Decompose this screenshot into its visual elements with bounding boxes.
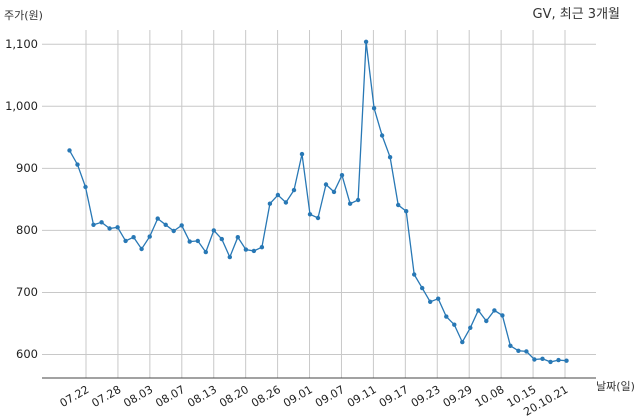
grid-lines [42, 30, 596, 378]
x-tick-label: 09.07 [313, 383, 347, 410]
price-point [355, 197, 361, 203]
price-point [99, 220, 104, 225]
price-point [115, 225, 120, 230]
price-point [179, 223, 184, 228]
y-tick-label: 900 [16, 161, 38, 175]
price-point [195, 238, 200, 244]
price-point [396, 202, 401, 208]
price-point [387, 155, 393, 160]
x-tick-label: 09.23 [409, 383, 443, 410]
x-tick-label: 07.22 [58, 383, 92, 410]
price-point [267, 201, 273, 206]
price-point [444, 314, 449, 319]
price-point [331, 189, 337, 195]
price-point [203, 249, 208, 255]
x-tick-label: 07.28 [90, 383, 124, 410]
price-point [139, 246, 144, 252]
x-tick-label: 08.26 [249, 383, 283, 410]
price-point [436, 296, 441, 301]
price-point [347, 201, 353, 206]
price-point [291, 187, 297, 193]
y-tick-label: 800 [16, 223, 38, 237]
price-point [83, 184, 88, 190]
x-tick-label: 08.03 [121, 383, 155, 410]
price-point [484, 318, 489, 324]
price-point [107, 226, 112, 231]
price-point [163, 222, 168, 227]
price-point [412, 272, 417, 277]
y-tick-label: 1,000 [5, 99, 38, 113]
y-axis-label: 주가(원) [4, 9, 43, 22]
x-tick-label: 08.13 [185, 383, 219, 410]
price-point [211, 228, 216, 233]
price-point [259, 245, 265, 250]
price-point [67, 148, 72, 153]
price-point [299, 151, 305, 157]
price-point [476, 308, 481, 313]
price-point [219, 236, 224, 242]
price-point [91, 222, 96, 227]
price-point [155, 216, 160, 221]
price-point [532, 357, 537, 362]
x-tick-label: 09.11 [345, 383, 379, 410]
price-point [516, 348, 521, 353]
price-series [67, 39, 569, 365]
x-tick-label: 09.01 [281, 383, 315, 410]
price-point [452, 322, 457, 327]
price-point [235, 235, 240, 240]
price-point [556, 357, 561, 363]
y-tick-label: 600 [16, 347, 38, 361]
price-point [323, 182, 329, 187]
price-point [548, 359, 553, 365]
price-point [307, 212, 313, 217]
x-tick-label: 08.07 [153, 383, 187, 410]
price-point [123, 238, 128, 244]
y-tick-label: 700 [16, 285, 38, 299]
price-point [420, 285, 425, 291]
price-point [564, 358, 569, 363]
price-point [171, 228, 176, 234]
price-point [251, 248, 257, 254]
price-line [68, 41, 567, 363]
y-tick-labels: 600 700 800 900 1,000 1,100 [5, 37, 38, 361]
x-tick-label: 09.29 [441, 383, 475, 410]
price-point [404, 209, 409, 214]
x-tick-label: 10.08 [473, 383, 507, 410]
price-point [339, 173, 345, 178]
price-point [75, 162, 80, 167]
price-point [275, 192, 281, 198]
price-point [468, 325, 473, 330]
price-point [492, 308, 497, 313]
x-tick-labels: 07.2207.2808.0308.0708.1308.2008.2609.01… [58, 383, 571, 419]
y-tick-label: 1,100 [5, 37, 38, 51]
price-point [379, 133, 385, 138]
price-point [147, 234, 152, 239]
price-point [371, 106, 377, 111]
price-point [187, 239, 192, 244]
price-point [131, 235, 136, 240]
price-point [540, 356, 545, 361]
x-tick-label: 08.20 [217, 383, 251, 410]
price-point [315, 215, 321, 221]
price-point [243, 247, 249, 252]
price-point [508, 343, 513, 348]
price-point [524, 349, 529, 354]
price-point [428, 299, 433, 304]
price-point [460, 339, 465, 345]
price-point [500, 313, 505, 318]
x-tick-label: 09.17 [377, 383, 411, 410]
price-point [363, 39, 369, 44]
chart-title: GV, 최근 3개월 [533, 7, 620, 22]
price-point [283, 200, 289, 205]
price-point [227, 254, 232, 260]
x-axis-label: 날짜(일) [596, 379, 635, 393]
